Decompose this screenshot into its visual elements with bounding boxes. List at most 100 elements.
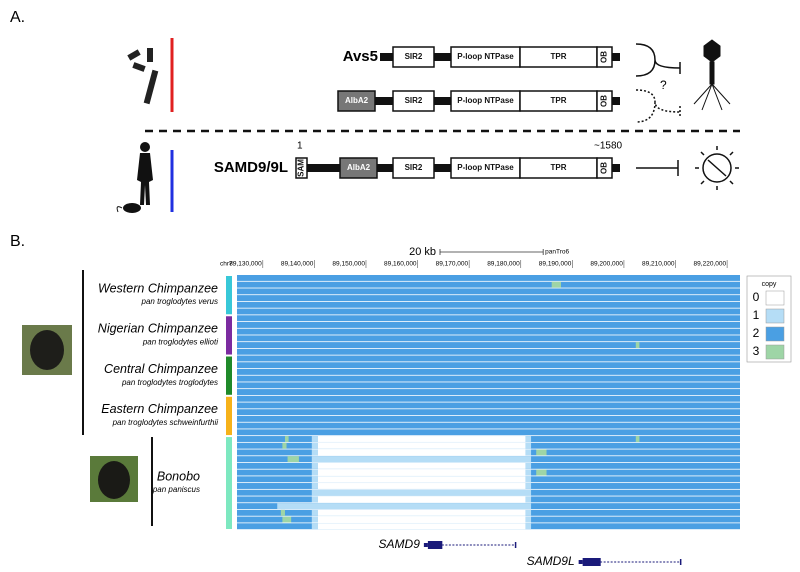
panel-label: B. xyxy=(10,233,25,250)
copy-segment xyxy=(536,449,547,456)
domain-box xyxy=(392,157,435,179)
x-tick-label: 89,220,000 xyxy=(694,261,727,268)
copy-segment xyxy=(237,275,740,281)
copy-segment xyxy=(237,415,740,422)
legend-label: 3 xyxy=(753,344,760,358)
gene-name: SAMD9L xyxy=(527,554,575,568)
copy-segment xyxy=(237,328,740,335)
gene-name: SAMD9 xyxy=(379,537,421,551)
domain-label: OB xyxy=(600,95,609,107)
copy-segment xyxy=(317,516,526,523)
legend-swatch xyxy=(765,344,785,360)
domain-box xyxy=(295,157,308,179)
copy-segment xyxy=(317,476,526,483)
chimp-photo xyxy=(30,330,64,370)
copy-segment xyxy=(551,281,561,288)
group-name: Western Chimpanzee xyxy=(98,281,218,295)
copy-segment xyxy=(282,516,292,523)
chrom-label: chr7: xyxy=(220,261,235,268)
domain-label: P-loop NTPase xyxy=(457,163,514,172)
legend-label: 0 xyxy=(753,290,760,304)
x-tick-label: 89,150,000 xyxy=(332,261,365,268)
domain-label: SIR2 xyxy=(405,52,423,61)
group-name: Eastern Chimpanzee xyxy=(101,402,218,416)
copy-segment xyxy=(277,503,532,510)
group-species: pan troglodytes schweinfurthii xyxy=(112,418,219,427)
domain-label: OB xyxy=(600,51,609,63)
copy-segment xyxy=(311,489,532,496)
group-color-bar xyxy=(226,437,232,529)
copy-segment xyxy=(237,362,740,369)
copy-segment xyxy=(317,449,526,456)
domain-box xyxy=(596,90,613,112)
domain-label: SIR2 xyxy=(405,163,423,172)
copy-segment xyxy=(237,355,740,362)
copy-segment xyxy=(284,436,289,442)
x-tick-label: 89,140,000 xyxy=(281,261,314,268)
phage-icon xyxy=(693,39,731,111)
domain-label: TPR xyxy=(551,96,567,105)
copy-segment xyxy=(317,523,526,530)
group-name: Nigerian Chimpanzee xyxy=(98,322,218,336)
x-tick-label: 89,210,000 xyxy=(642,261,675,268)
domain-box xyxy=(596,46,613,68)
copy-segment xyxy=(237,301,740,308)
copy-segment xyxy=(237,422,740,429)
gene-exon xyxy=(582,558,601,566)
assembly-label: panTro6 xyxy=(545,249,569,256)
copy-segment xyxy=(317,442,526,449)
copy-segment xyxy=(237,308,740,315)
copy-segment xyxy=(287,456,299,463)
virus-icon xyxy=(695,146,739,190)
residue-start: 1 xyxy=(297,141,303,152)
group-name: Bonobo xyxy=(157,469,200,483)
panel-label: A. xyxy=(10,9,25,26)
group-color-bar xyxy=(226,396,232,436)
copy-segment xyxy=(536,469,547,476)
domain-box xyxy=(392,90,435,112)
copy-segment xyxy=(237,402,740,409)
copy-segment xyxy=(237,342,740,349)
copy-segment xyxy=(237,368,740,375)
protein-name: SAMD9/9L xyxy=(214,159,288,176)
copy-segment xyxy=(237,281,740,288)
question-mark: ? xyxy=(660,78,667,92)
domain-label: P-loop NTPase xyxy=(457,96,514,105)
domain-label: TPR xyxy=(551,163,567,172)
copy-segment xyxy=(317,436,526,442)
legend-label: 1 xyxy=(753,308,760,322)
domain-box xyxy=(596,157,613,179)
x-tick-label: 89,180,000 xyxy=(487,261,520,268)
copy-segment xyxy=(237,348,740,355)
copy-segment xyxy=(237,335,740,342)
domain-label: SIR2 xyxy=(405,96,423,105)
copy-segment xyxy=(237,315,740,322)
legend-swatch xyxy=(765,326,785,342)
copy-segment xyxy=(311,456,532,463)
copy-segment xyxy=(237,389,740,395)
domain-box xyxy=(392,46,435,68)
copy-segment xyxy=(237,375,740,382)
legend-swatch xyxy=(765,290,785,306)
gene-utr xyxy=(578,560,583,564)
domain-label: TPR xyxy=(551,52,567,61)
group-species: pan troglodytes verus xyxy=(141,297,219,306)
protein-name: Avs5 xyxy=(343,48,378,65)
legend-label: 2 xyxy=(753,326,760,340)
x-tick-label: 89,130,000 xyxy=(229,261,262,268)
domain-label: AlbA2 xyxy=(347,163,371,172)
legend-swatch xyxy=(765,308,785,324)
copy-segment xyxy=(237,429,740,436)
domain-box xyxy=(337,90,376,112)
copy-segment xyxy=(237,409,740,416)
x-tick-label: 89,200,000 xyxy=(590,261,623,268)
copy-segment xyxy=(635,436,640,442)
human-mouse-icon xyxy=(116,142,153,213)
copy-segment xyxy=(317,483,526,489)
copy-segment xyxy=(280,509,285,516)
copy-segment xyxy=(282,442,287,449)
domain-box xyxy=(339,157,378,179)
bacteria-icon xyxy=(127,48,159,105)
copy-segment xyxy=(237,321,740,328)
